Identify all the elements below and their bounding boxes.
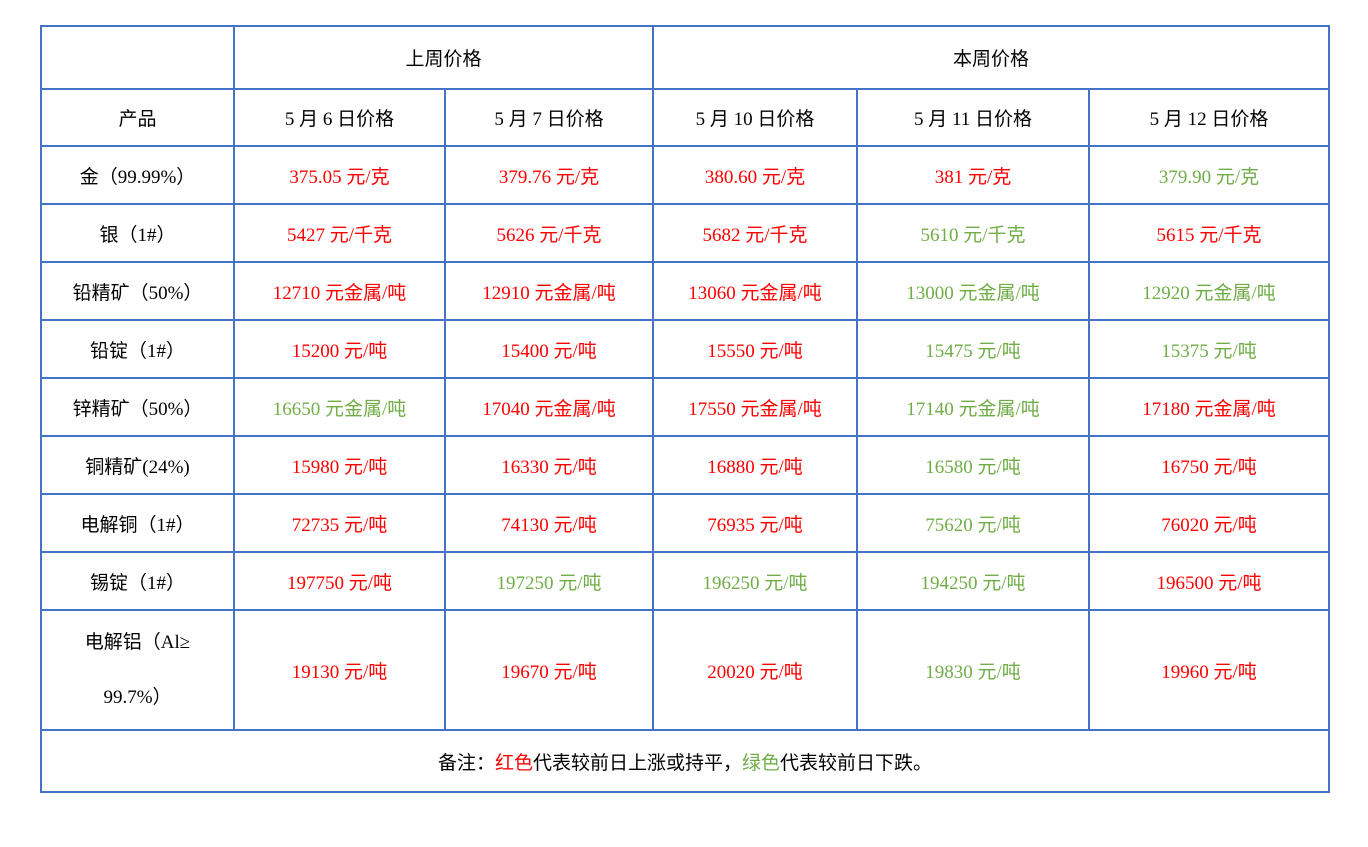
date-header-may-12: 5 月 12 日价格 [1088,88,1331,147]
note-down-text: 代表较前日下跌。 [780,752,933,774]
price-cell: 15200 元/吨 [233,319,446,379]
note-up-text: 代表较前日上涨或持平， [533,752,743,774]
price-cell: 381 元/克 [856,145,1091,205]
table-row-zinc-concentrate: 锌精矿（50%） 16650 元金属/吨 17040 元金属/吨 17550 元… [40,377,1331,437]
note-green-word: 绿色 [742,752,781,774]
date-header-may-7: 5 月 7 日价格 [443,88,655,147]
price-cell: 194250 元/吨 [856,551,1091,611]
product-column-header: 产品 [40,88,235,147]
product-cell: 铜精矿(24%) [40,435,235,495]
price-cell: 17550 元金属/吨 [652,377,859,437]
price-cell: 12710 元金属/吨 [233,261,446,321]
group-header-last-week: 上周价格 [232,25,655,90]
note-red-word: 红色 [494,752,533,774]
price-cell: 17140 元金属/吨 [856,377,1091,437]
table-row-lead-concentrate: 铅精矿（50%） 12710 元金属/吨 12910 元金属/吨 13060 元… [40,261,1331,321]
price-cell: 74130 元/吨 [443,493,655,553]
price-cell: 5626 元/千克 [443,203,655,263]
note-prefix: 备注： [437,752,495,774]
price-cell: 15550 元/吨 [652,319,859,379]
group-header-this-week: 本周价格 [652,25,1331,90]
table-row-electrolytic-copper: 电解铜（1#） 72735 元/吨 74130 元/吨 76935 元/吨 75… [40,493,1331,553]
price-cell: 13060 元金属/吨 [652,261,859,321]
price-cell: 72735 元/吨 [233,493,446,553]
date-header-may-11: 5 月 11 日价格 [856,88,1091,147]
price-cell: 76935 元/吨 [652,493,859,553]
table-row-tin-ingot: 锡锭（1#） 197750 元/吨 197250 元/吨 196250 元/吨 … [40,551,1331,611]
note-row: 备注：红色代表较前日上涨或持平，绿色代表较前日下跌。 [39,729,1331,793]
price-cell: 16650 元金属/吨 [233,377,446,437]
price-cell: 16750 元/吨 [1088,435,1331,495]
note-cell: 备注：红色代表较前日上涨或持平，绿色代表较前日下跌。 [39,729,1331,793]
price-cell: 19670 元/吨 [443,609,655,731]
price-cell: 16330 元/吨 [443,435,655,495]
price-cell: 5610 元/千克 [856,203,1091,263]
date-header-may-10: 5 月 10 日价格 [652,88,859,147]
table-row-gold: 金（99.99%） 375.05 元/克 379.76 元/克 380.60 元… [40,145,1331,205]
price-cell: 380.60 元/克 [652,145,859,205]
price-cell: 12910 元金属/吨 [443,261,655,321]
price-cell: 379.76 元/克 [443,145,655,205]
price-cell: 5682 元/千克 [652,203,859,263]
price-cell: 76020 元/吨 [1088,493,1331,553]
price-cell: 19960 元/吨 [1088,609,1331,731]
metal-price-table: 上周价格 本周价格 产品 5 月 6 日价格 5 月 7 日价格 5 月 10 … [39,25,1331,793]
table-row-silver: 银（1#） 5427 元/千克 5626 元/千克 5682 元/千克 5610… [40,203,1331,263]
product-cell: 银（1#） [40,203,235,263]
group-header-row: 上周价格 本周价格 [40,25,1331,90]
table-row-lead-ingot: 铅锭（1#） 15200 元/吨 15400 元/吨 15550 元/吨 154… [40,319,1331,379]
price-cell: 19830 元/吨 [856,609,1091,731]
price-cell: 17180 元金属/吨 [1088,377,1331,437]
price-cell: 75620 元/吨 [856,493,1091,553]
price-cell: 196250 元/吨 [652,551,859,611]
date-header-row: 产品 5 月 6 日价格 5 月 7 日价格 5 月 10 日价格 5 月 11… [40,88,1331,147]
product-cell: 金（99.99%） [40,145,235,205]
price-cell: 197750 元/吨 [233,551,446,611]
table-row-copper-concentrate: 铜精矿(24%) 15980 元/吨 16330 元/吨 16880 元/吨 1… [40,435,1331,495]
price-cell: 196500 元/吨 [1088,551,1331,611]
product-cell: 铅精矿（50%） [40,261,235,321]
price-cell: 16880 元/吨 [652,435,859,495]
price-cell: 15375 元/吨 [1088,319,1331,379]
price-cell: 379.90 元/克 [1088,145,1331,205]
price-cell: 17040 元金属/吨 [443,377,655,437]
price-cell: 12920 元金属/吨 [1088,261,1331,321]
product-cell: 锌精矿（50%） [40,377,235,437]
price-cell: 5427 元/千克 [233,203,446,263]
price-cell: 197250 元/吨 [443,551,655,611]
price-cell: 13000 元金属/吨 [856,261,1091,321]
price-cell: 20020 元/吨 [652,609,859,731]
product-cell: 电解铜（1#） [40,493,235,553]
blank-corner-cell [40,25,235,90]
product-cell: 锡锭（1#） [40,551,235,611]
price-cell: 5615 元/千克 [1088,203,1331,263]
price-cell: 19130 元/吨 [233,609,446,731]
price-cell: 15980 元/吨 [233,435,446,495]
product-cell: 电解铝（Al≥ 99.7%） [40,609,235,731]
price-cell: 15400 元/吨 [443,319,655,379]
price-cell: 375.05 元/克 [233,145,446,205]
table-row-electrolytic-aluminum: 电解铝（Al≥ 99.7%） 19130 元/吨 19670 元/吨 20020… [40,609,1331,731]
price-cell: 15475 元/吨 [856,319,1091,379]
product-cell: 铅锭（1#） [40,319,235,379]
document-page: 上周价格 本周价格 产品 5 月 6 日价格 5 月 7 日价格 5 月 10 … [0,25,1368,847]
date-header-may-6: 5 月 6 日价格 [233,88,446,147]
price-cell: 16580 元/吨 [856,435,1091,495]
